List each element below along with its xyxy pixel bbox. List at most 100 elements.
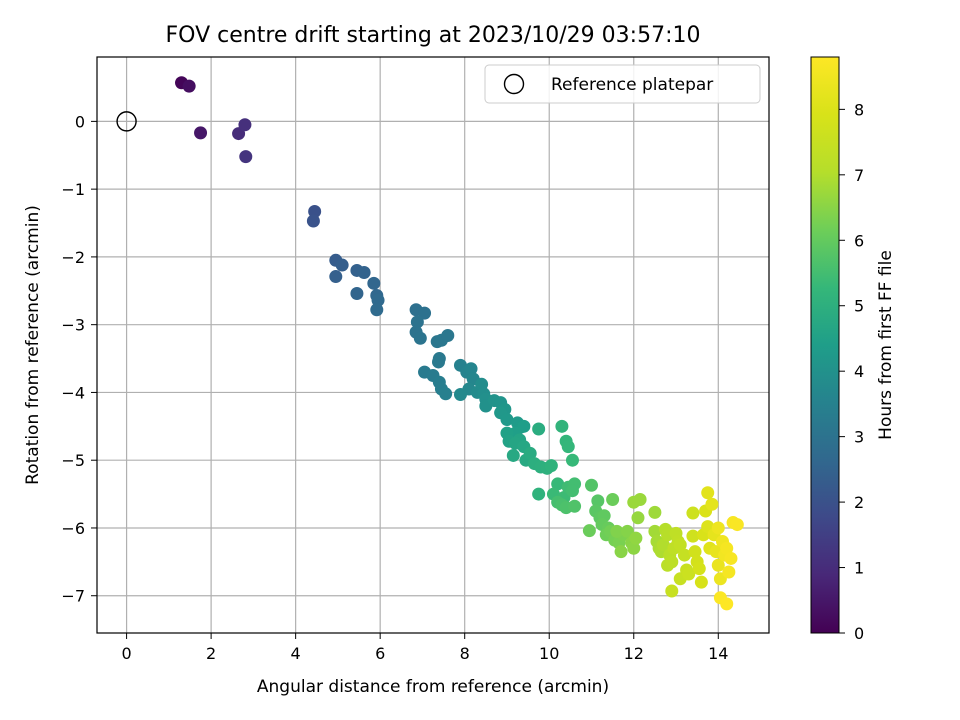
data-point — [453, 387, 467, 401]
data-point — [711, 521, 725, 535]
data-point — [631, 511, 645, 525]
data-point — [239, 150, 253, 164]
data-point — [648, 505, 662, 519]
data-point — [682, 567, 696, 581]
data-point — [686, 506, 700, 520]
data-point — [418, 306, 432, 320]
data-point — [350, 286, 364, 300]
data-point — [308, 205, 322, 219]
data-point — [677, 548, 691, 562]
colorbar-tick-label: 6 — [854, 231, 864, 250]
y-tick-label: −4 — [61, 383, 85, 402]
data-point — [561, 440, 575, 454]
x-tick-label: 10 — [539, 644, 559, 663]
x-tick-label: 0 — [121, 644, 131, 663]
x-tick-label: 2 — [206, 644, 216, 663]
y-tick-label: −1 — [61, 180, 85, 199]
data-point — [688, 545, 702, 559]
legend-marker-icon — [503, 73, 525, 95]
data-point — [629, 531, 643, 545]
y-tick-label: −3 — [61, 316, 85, 335]
x-tick-label: 8 — [460, 644, 470, 663]
colorbar-tick-label: 8 — [854, 100, 864, 119]
data-point — [500, 413, 514, 427]
data-point — [686, 529, 700, 543]
data-point — [370, 303, 384, 317]
data-point — [614, 545, 628, 559]
data-point — [371, 293, 385, 307]
colorbar-ticks: 0 1 2 3 4 5 6 7 8 — [839, 100, 864, 643]
data-point — [610, 524, 624, 538]
data-point — [656, 538, 670, 552]
data-point — [720, 541, 734, 555]
data-point — [532, 487, 546, 501]
x-tick-label: 4 — [291, 644, 301, 663]
data-points — [175, 76, 744, 611]
x-axis-label: Angular distance from reference (arcmin) — [257, 677, 609, 697]
data-point — [329, 270, 343, 284]
data-point — [306, 214, 320, 228]
y-tick-label: −2 — [61, 248, 85, 267]
data-point — [335, 258, 349, 272]
data-point — [194, 126, 208, 140]
data-point — [238, 118, 252, 132]
colorbar-tick-label: 3 — [854, 428, 864, 447]
data-point — [410, 315, 424, 329]
data-point — [673, 538, 687, 552]
data-point — [565, 484, 579, 498]
y-tick-label: −7 — [61, 587, 85, 606]
plot-frame — [96, 56, 770, 634]
data-point — [648, 524, 662, 538]
data-point — [367, 276, 381, 290]
data-point — [555, 419, 569, 433]
colorbar — [811, 57, 839, 633]
data-point — [582, 524, 596, 538]
data-point — [692, 562, 706, 576]
data-point — [722, 565, 736, 579]
data-point — [701, 486, 715, 500]
x-tick-label: 14 — [708, 644, 728, 663]
grid-lines — [97, 57, 769, 633]
legend-box — [484, 64, 761, 104]
data-point — [544, 459, 558, 473]
reference-platepar-marker — [116, 111, 137, 132]
data-point — [606, 493, 620, 507]
data-point — [532, 422, 546, 436]
data-point — [584, 478, 598, 492]
colorbar-label: Hours from first FF file — [876, 250, 896, 440]
data-point — [591, 494, 605, 508]
data-point — [694, 575, 708, 589]
y-axis-label: Rotation from reference (arcmin) — [23, 205, 43, 485]
data-point — [633, 493, 647, 507]
data-point — [627, 541, 641, 555]
data-point — [431, 355, 445, 369]
legend: Reference platepar — [484, 64, 761, 104]
y-axis-ticks: 0 −1 −2 −3 −4 −5 −6 −7 — [61, 112, 97, 606]
x-tick-label: 6 — [375, 644, 385, 663]
data-point — [413, 331, 427, 345]
data-point — [441, 329, 455, 343]
data-point — [724, 551, 738, 565]
colorbar-tick-label: 1 — [854, 559, 864, 578]
data-point — [730, 518, 744, 532]
x-axis-ticks: 0 2 4 6 8 10 12 14 — [121, 633, 728, 663]
data-point — [439, 387, 453, 401]
data-point — [665, 584, 679, 598]
data-point — [551, 477, 565, 491]
y-tick-label: −6 — [61, 519, 85, 538]
chart-title: FOV centre drift starting at 2023/10/29 … — [166, 23, 701, 48]
data-point — [523, 446, 537, 460]
x-tick-label: 12 — [624, 644, 644, 663]
data-point — [711, 558, 725, 572]
legend-label: Reference platepar — [551, 75, 713, 95]
y-tick-label: 0 — [75, 112, 85, 131]
data-point — [568, 499, 582, 513]
data-point — [357, 265, 371, 279]
data-point — [720, 597, 734, 611]
data-point — [182, 79, 196, 93]
data-point — [705, 497, 719, 511]
reference-marker — [116, 111, 137, 132]
data-point — [565, 453, 579, 467]
colorbar-frame — [810, 56, 840, 634]
